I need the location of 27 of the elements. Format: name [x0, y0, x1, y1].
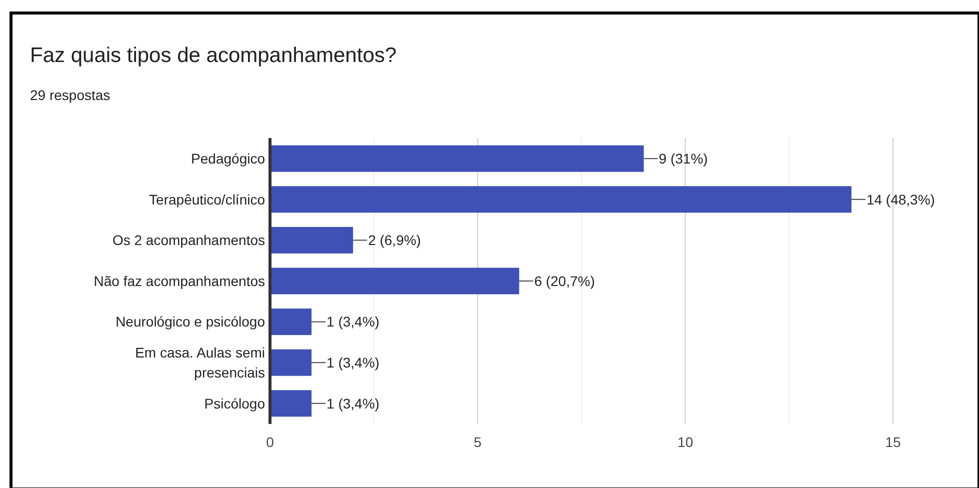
y-tick-label: Os 2 acompanhamentos — [112, 232, 265, 248]
data-label: 1 (3,4%) — [326, 395, 380, 412]
data-label: 9 (31%) — [658, 150, 708, 167]
y-tick-label: Pedagógico — [191, 150, 266, 167]
bar — [270, 390, 312, 417]
bar — [270, 268, 520, 294]
data-label: 2 (6,9%) — [368, 232, 421, 248]
bar — [270, 349, 312, 376]
data-label: 14 (48,3%) — [866, 191, 935, 208]
y-tick-label: Terapêutico/clínico — [149, 191, 266, 208]
y-tick-label: Psicólogo — [204, 395, 266, 412]
x-tick-label: 0 — [266, 434, 274, 450]
y-tick-label: Não faz acompanhamentos — [94, 272, 265, 289]
bar — [270, 308, 312, 336]
bar — [270, 145, 644, 172]
bar — [270, 226, 354, 254]
data-label: 6 (20,7%) — [534, 272, 595, 289]
x-tick-label: 5 — [474, 434, 482, 450]
data-label: 1 (3,4%) — [326, 314, 380, 330]
y-tick-label: Neurológico e psicólogo — [116, 314, 266, 330]
chart-title: Faz quais tipos de acompanhamentos? — [30, 44, 397, 67]
text: 29 respostas — [30, 87, 110, 103]
data-label: 1 (3,4%) — [326, 354, 380, 370]
y-tick-label: Em casa. Aulas semi presenciais — [135, 344, 265, 380]
bar — [270, 186, 852, 213]
x-tick-label: 15 — [885, 434, 901, 450]
x-tick-label: 10 — [678, 434, 694, 450]
